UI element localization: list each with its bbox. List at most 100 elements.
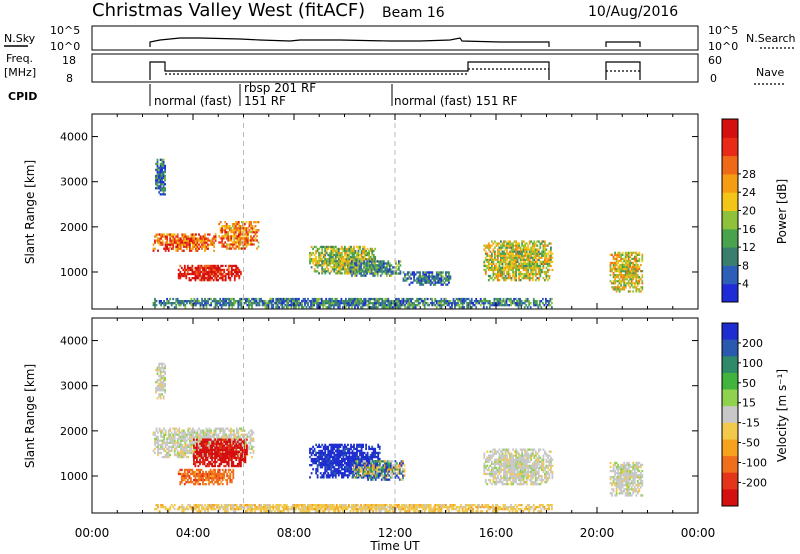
cell [227, 464, 230, 468]
cell [327, 466, 330, 469]
cell [195, 300, 197, 303]
cell [328, 302, 331, 305]
cell [534, 300, 537, 303]
cell [534, 304, 537, 307]
cell [344, 270, 346, 273]
cell [240, 306, 243, 309]
cell [234, 237, 237, 240]
cell [330, 451, 333, 455]
cell [360, 264, 362, 267]
cell [331, 443, 334, 446]
cell [315, 256, 317, 259]
cell [342, 264, 345, 267]
cell [325, 264, 328, 267]
cell [545, 266, 548, 270]
cell [322, 476, 325, 479]
cell [518, 274, 520, 278]
cell [170, 431, 173, 434]
cell [202, 268, 204, 272]
cell [169, 453, 172, 457]
cell [232, 456, 235, 460]
cell [494, 277, 496, 280]
cell [481, 300, 484, 303]
cell [220, 456, 223, 460]
cell [178, 302, 181, 305]
cell [621, 263, 624, 267]
cell [413, 275, 415, 278]
cell [221, 444, 224, 447]
cell [313, 460, 316, 463]
cell [328, 468, 331, 471]
cell [235, 464, 238, 468]
cell [350, 245, 352, 249]
cell [620, 280, 622, 283]
cell [513, 240, 516, 243]
cell [198, 239, 200, 242]
cell [525, 268, 528, 272]
cell [501, 277, 504, 280]
cell [635, 280, 638, 283]
cell [282, 297, 285, 301]
cell [530, 266, 533, 270]
cell [316, 468, 319, 471]
cell [431, 300, 434, 303]
cell [194, 266, 197, 270]
cell [248, 297, 250, 301]
cell [215, 454, 218, 458]
cell [187, 445, 190, 448]
cell [368, 251, 370, 255]
cell [489, 266, 492, 270]
cell [438, 302, 441, 305]
cell [336, 462, 339, 465]
cell [198, 439, 200, 442]
cell [239, 231, 242, 234]
cell [315, 258, 317, 261]
cell [373, 264, 376, 267]
cell [334, 245, 337, 249]
cell [636, 282, 639, 285]
cell [345, 247, 348, 251]
cell [302, 297, 305, 301]
cell [540, 256, 543, 259]
cell [364, 270, 367, 273]
cell [179, 243, 182, 246]
cell [229, 264, 232, 268]
cell [627, 253, 630, 256]
cell [331, 260, 334, 263]
cell [373, 270, 376, 273]
cell [312, 247, 314, 251]
cell [497, 244, 499, 247]
cell [230, 247, 233, 250]
cell [339, 445, 342, 448]
cell [161, 431, 164, 434]
cell [155, 187, 157, 190]
cell [321, 249, 324, 253]
cell [223, 472, 226, 476]
cell [542, 302, 544, 305]
cell [202, 450, 204, 453]
cell [393, 266, 396, 269]
cell [230, 239, 233, 242]
cell [328, 262, 331, 265]
cell [334, 262, 337, 265]
cell [154, 300, 156, 303]
cell [455, 302, 458, 305]
cell [254, 221, 257, 224]
cell [212, 266, 215, 270]
cell [429, 281, 432, 284]
cell [457, 304, 459, 307]
cell [531, 264, 534, 268]
cell [615, 276, 618, 279]
cell [238, 277, 241, 280]
cell [633, 282, 636, 285]
cell [348, 249, 351, 253]
cell [203, 462, 206, 466]
cell [172, 439, 175, 442]
cell [539, 260, 542, 263]
cell [238, 462, 241, 466]
cell [211, 448, 213, 451]
cell [369, 247, 372, 251]
cell [633, 259, 636, 263]
cell [510, 262, 513, 265]
cell [180, 474, 183, 478]
